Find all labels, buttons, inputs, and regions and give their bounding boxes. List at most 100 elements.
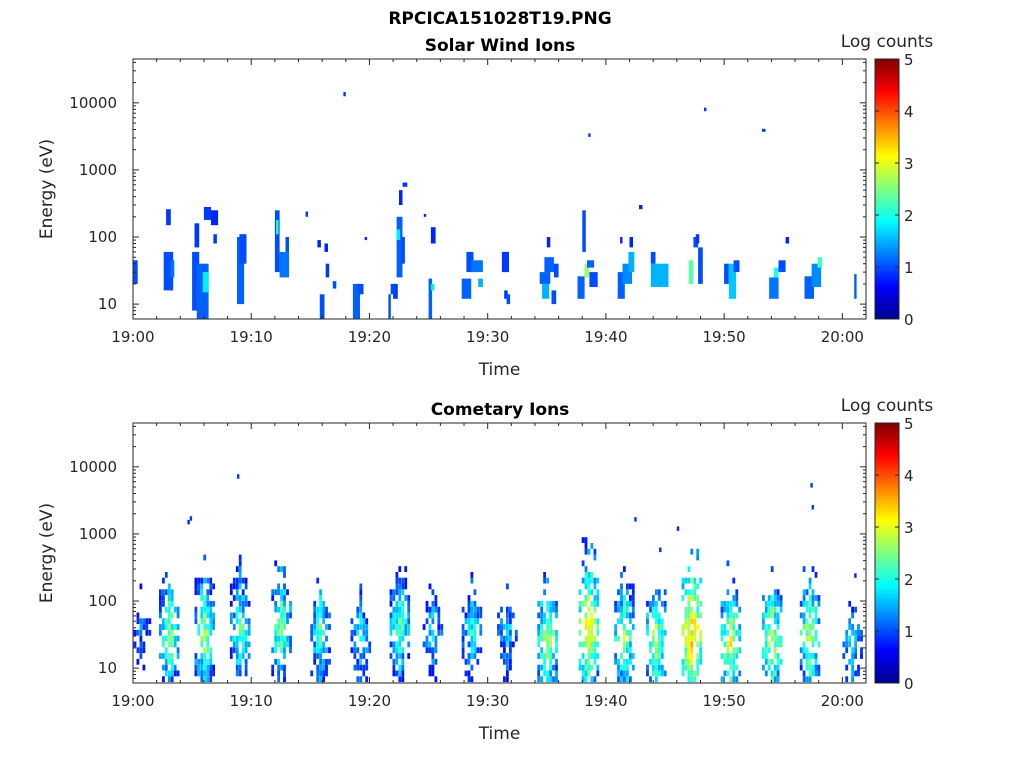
data-cell [316, 635, 320, 642]
data-cell [732, 635, 736, 642]
colorbar-tick-label: 3 [904, 519, 914, 537]
data-cell [587, 618, 591, 625]
data-cell [552, 653, 555, 659]
data-cell [620, 600, 623, 607]
data-cell [811, 653, 815, 659]
data-cell [854, 670, 857, 677]
data-cell [723, 670, 727, 677]
data-cell [319, 653, 322, 659]
data-cell [762, 612, 765, 619]
data-cell [617, 272, 625, 299]
data-cell [170, 664, 174, 671]
data-cell [593, 600, 597, 607]
x-tick-label: 19:30 [466, 328, 509, 346]
data-cell [596, 670, 600, 677]
solar-wind-panel: Solar Wind Ions 19:00 19:10 19:20 19:30 19:40… [37, 32, 933, 380]
data-cell [393, 283, 398, 299]
data-cell [392, 589, 396, 596]
data-cell [732, 600, 736, 607]
data-cell [280, 664, 283, 671]
data-cell [428, 583, 432, 590]
data-cell [620, 583, 623, 590]
data-cell [587, 548, 591, 555]
data-cell [549, 635, 552, 642]
data-cell [631, 612, 635, 619]
data-cell [422, 641, 426, 648]
data-cell [770, 606, 774, 613]
data-cell [395, 629, 399, 636]
data-cell [509, 606, 512, 613]
y-axis-label: Energy (eV) [37, 139, 57, 239]
data-cell [392, 658, 396, 665]
data-cell [232, 595, 236, 601]
data-cell [356, 676, 360, 683]
data-cell [197, 583, 201, 590]
data-cell [726, 600, 730, 607]
data-cell [401, 577, 405, 584]
data-cell [723, 658, 727, 665]
data-cell [170, 676, 174, 683]
data-cell [699, 577, 703, 584]
data-cell [660, 641, 664, 648]
data-cell [162, 653, 165, 659]
data-cell [578, 589, 582, 596]
data-cell [587, 577, 591, 584]
data-cell [657, 629, 661, 636]
data-cell [546, 676, 549, 683]
data-cell [328, 624, 331, 630]
data-cell [578, 664, 582, 671]
data-cell [811, 618, 815, 625]
data-cell [310, 629, 314, 636]
data-cell [170, 653, 174, 659]
data-cell [359, 606, 363, 613]
data-cell [167, 600, 171, 607]
data-cell [646, 600, 649, 607]
data-cell [470, 647, 474, 654]
data-cell [764, 670, 768, 677]
data-cell [845, 641, 849, 648]
data-cell [555, 606, 558, 613]
data-cell [652, 600, 655, 607]
y-tick-label: 1000 [79, 161, 117, 179]
data-cell [646, 618, 649, 625]
data-cell [555, 635, 558, 642]
data-cell [209, 612, 213, 619]
data-cell [555, 647, 558, 654]
data-cell [696, 554, 700, 561]
data-cell [587, 624, 591, 630]
data-cell [769, 277, 779, 299]
data-cell [626, 676, 629, 683]
data-cell [631, 653, 635, 659]
data-cell [593, 595, 597, 601]
data-cell [139, 583, 143, 590]
data-cell [546, 600, 549, 607]
data-cell [244, 641, 248, 648]
data-cell [537, 629, 541, 636]
data-cell [773, 595, 777, 601]
data-cell [203, 207, 211, 220]
data-cell [773, 612, 777, 619]
data-cell [646, 612, 649, 619]
data-cell [690, 670, 694, 677]
data-cell [356, 629, 360, 636]
data-cell [699, 658, 703, 665]
data-cell [437, 618, 441, 625]
data-cell [614, 624, 617, 630]
data-cell [587, 629, 591, 636]
data-cell [478, 278, 483, 287]
data-cell [206, 600, 210, 607]
data-cell [631, 589, 635, 596]
data-cell [587, 670, 591, 677]
data-cell [395, 653, 399, 659]
data-cell [773, 600, 777, 607]
data-cell [578, 600, 582, 607]
data-cell [729, 618, 733, 625]
data-cell [241, 653, 245, 659]
data-cell [244, 635, 248, 642]
data-cell [470, 572, 474, 578]
data-cell [634, 517, 637, 522]
data-cell [660, 600, 664, 607]
data-cell [283, 670, 286, 677]
colorbar-tick-label: 2 [904, 571, 914, 589]
data-cell [316, 612, 320, 619]
